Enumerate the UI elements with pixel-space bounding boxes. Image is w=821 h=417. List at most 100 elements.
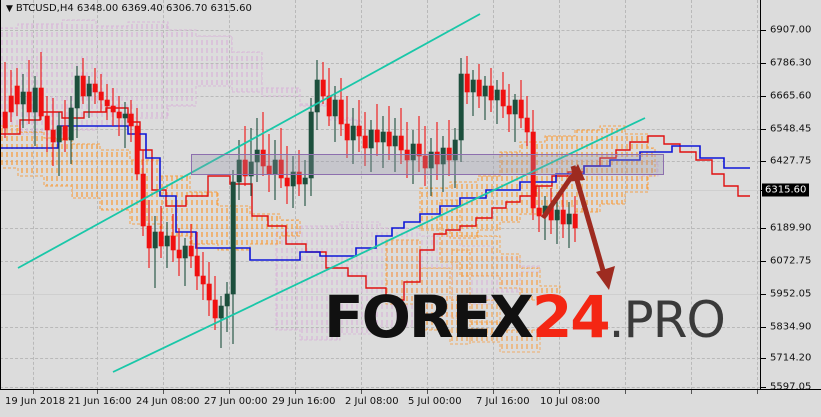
grid-line-h-11 bbox=[0, 387, 760, 388]
candle-body bbox=[122, 113, 128, 119]
price-tick-label: 6665.60 bbox=[770, 90, 812, 102]
price-tick-label: 6189.90 bbox=[770, 222, 812, 234]
candle-body bbox=[560, 209, 566, 225]
down-arrow-forecast bbox=[570, 165, 615, 290]
time-tick-mark bbox=[757, 390, 758, 394]
candle-body bbox=[464, 73, 470, 93]
grid-line-v-0 bbox=[33, 0, 34, 390]
price-tick-mark bbox=[761, 129, 766, 130]
candle-body bbox=[374, 129, 380, 143]
candle-body bbox=[74, 75, 80, 109]
candle-body bbox=[458, 73, 464, 141]
candle-body bbox=[302, 177, 308, 185]
candle-body bbox=[170, 235, 176, 251]
grid-line-h-1 bbox=[0, 63, 760, 64]
candle-body bbox=[356, 125, 362, 137]
price-tick-label: 5834.90 bbox=[770, 321, 812, 333]
candle-body bbox=[2, 111, 8, 129]
price-tick-mark bbox=[761, 63, 766, 64]
candle-body bbox=[434, 151, 440, 165]
plot-bottom-border bbox=[0, 389, 760, 390]
candle-body bbox=[308, 111, 314, 179]
time-tick-label: 24 Jun 08:00 bbox=[136, 396, 200, 407]
candle-body bbox=[278, 159, 284, 179]
price-tick-mark bbox=[761, 30, 766, 31]
time-tick-mark bbox=[361, 390, 362, 394]
candle-body bbox=[200, 275, 206, 285]
candle-body bbox=[554, 209, 560, 221]
candle-body bbox=[362, 135, 368, 149]
candle-body bbox=[38, 87, 44, 117]
time-tick-label: 27 Jun 00:00 bbox=[204, 396, 268, 407]
grid-line-h-5 bbox=[0, 190, 760, 191]
candle-body bbox=[44, 115, 50, 131]
candle-body bbox=[338, 99, 344, 125]
candle-body bbox=[566, 213, 572, 225]
price-tick-mark bbox=[761, 327, 766, 328]
time-tick-mark bbox=[33, 390, 34, 394]
candle-body bbox=[506, 105, 512, 115]
candle-body bbox=[224, 293, 230, 307]
grid-line-h-2 bbox=[0, 96, 760, 97]
candle-body bbox=[386, 131, 392, 147]
candle-body bbox=[242, 159, 248, 177]
candle-body bbox=[404, 149, 410, 161]
candle-body bbox=[116, 111, 122, 119]
candle-body bbox=[86, 83, 92, 97]
candle-body bbox=[206, 283, 212, 301]
candle-body bbox=[398, 135, 404, 151]
candle-body bbox=[62, 125, 68, 141]
lower-channel-line bbox=[112, 117, 646, 373]
watermark-pro-text: .PRO bbox=[608, 291, 726, 349]
time-axis[interactable]: 19 Jun 2018 21 Jun 16:00 24 Jun 08:00 27 Ju… bbox=[0, 390, 821, 417]
candle-body bbox=[350, 125, 356, 141]
price-tick-label: 6786.30 bbox=[770, 57, 812, 69]
candle-body bbox=[512, 99, 518, 115]
time-tick-label: 29 Jun 16:00 bbox=[272, 396, 336, 407]
price-tick-mark bbox=[761, 358, 766, 359]
price-tick-mark bbox=[761, 294, 766, 295]
candle-body bbox=[152, 231, 158, 249]
resistance-zone-rectangle[interactable] bbox=[191, 154, 664, 175]
plot-left-border bbox=[0, 0, 1, 390]
candle-body bbox=[176, 249, 182, 259]
candle-body bbox=[536, 207, 542, 217]
chart-plot-area[interactable]: FOREX24.PRO bbox=[0, 0, 760, 390]
time-tick-mark bbox=[427, 390, 428, 394]
candle-body bbox=[320, 79, 326, 97]
candle-body bbox=[428, 151, 434, 169]
time-tick-label: 10 Jul 08:00 bbox=[540, 396, 600, 407]
candle-body bbox=[80, 75, 86, 97]
candle-body bbox=[344, 123, 350, 141]
candle-body bbox=[380, 131, 386, 143]
candlestick-series bbox=[2, 52, 578, 348]
price-tick-label: 6907.00 bbox=[770, 24, 812, 36]
upper-channel-line bbox=[17, 13, 481, 269]
time-tick-label: 2 Jul 08:00 bbox=[345, 396, 399, 407]
grid-line-v-4 bbox=[295, 0, 296, 390]
grid-line-h-4 bbox=[0, 161, 760, 162]
candle-body bbox=[368, 129, 374, 149]
grid-line-h-0 bbox=[0, 30, 760, 31]
grid-line-v-10 bbox=[691, 0, 692, 390]
time-tick-label: 7 Jul 16:00 bbox=[476, 396, 530, 407]
triangle-down-icon[interactable]: ▼ bbox=[6, 4, 13, 14]
time-tick-mark bbox=[229, 390, 230, 394]
candle-body bbox=[158, 231, 164, 247]
time-tick-mark bbox=[559, 390, 560, 394]
candle-body bbox=[56, 125, 62, 143]
grid-line-v-3 bbox=[229, 0, 230, 390]
price-tick-label: 6427.75 bbox=[770, 155, 812, 167]
price-tick-label: 5952.05 bbox=[770, 288, 812, 300]
candle-body bbox=[290, 171, 296, 187]
candle-body bbox=[494, 89, 500, 101]
candle-body bbox=[314, 79, 320, 113]
candle-body bbox=[392, 135, 398, 147]
candle-body bbox=[182, 245, 188, 259]
candle-body bbox=[518, 99, 524, 119]
candle-body bbox=[218, 305, 224, 319]
candle-body bbox=[452, 139, 458, 161]
candle-body bbox=[230, 181, 236, 295]
price-axis[interactable]: 6907.00 6786.30 6665.60 6548.45 6427.75 6189.… bbox=[760, 0, 821, 393]
candle-body bbox=[482, 85, 488, 97]
